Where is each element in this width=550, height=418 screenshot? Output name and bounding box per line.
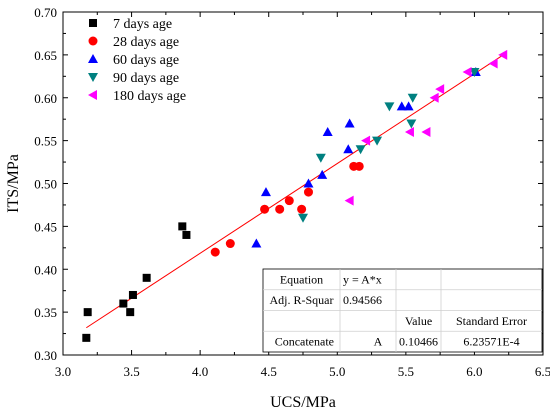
- y-tick-label: 0.40: [34, 262, 57, 277]
- data-point: [317, 169, 328, 179]
- data-point: [126, 308, 135, 317]
- legend-label: 60 days age: [113, 53, 179, 68]
- data-point: [429, 92, 439, 103]
- data-point: [404, 127, 414, 138]
- x-tick-label: 5.5: [398, 364, 414, 379]
- y-tick-label: 0.35: [34, 305, 57, 320]
- y-tick-label: 0.45: [34, 219, 57, 234]
- data-point: [354, 161, 364, 171]
- legend-label: 7 days age: [113, 17, 172, 32]
- data-point: [284, 196, 294, 206]
- legend-marker: [88, 73, 98, 82]
- legend-marker: [88, 90, 97, 100]
- data-point: [361, 135, 371, 146]
- legend: 7 days age 28 days age 60 days age 90 days …: [88, 17, 186, 104]
- fit-table-cell: A: [374, 335, 383, 349]
- y-tick-label: 0.30: [34, 348, 57, 363]
- fit-table-cell: 0.10466: [399, 335, 438, 349]
- data-point: [260, 187, 271, 197]
- data-point: [344, 118, 355, 128]
- data-point: [119, 299, 128, 308]
- data-point: [182, 230, 191, 239]
- data-point: [421, 127, 431, 138]
- data-point: [372, 136, 383, 146]
- data-point: [298, 213, 308, 223]
- data-point: [384, 102, 395, 112]
- data-point: [403, 101, 414, 111]
- fit-table-cell: y = A*x: [343, 272, 382, 286]
- fit-table-cell: 0.94566: [343, 293, 382, 307]
- data-point: [315, 153, 326, 163]
- data-point: [303, 187, 313, 197]
- data-point: [178, 222, 187, 231]
- data-point: [225, 239, 235, 249]
- y-axis-label: ITS/MPa: [5, 154, 22, 213]
- legend-marker: [88, 54, 98, 63]
- data-point: [275, 204, 285, 214]
- plot-frame: [62, 11, 544, 356]
- data-point: [297, 204, 307, 214]
- data-point: [355, 145, 366, 155]
- x-tick-label: 6.5: [535, 364, 550, 379]
- x-tick-label: 3.5: [123, 364, 139, 379]
- data-point: [303, 178, 314, 188]
- legend-label: 28 days age: [113, 35, 179, 50]
- data-point: [406, 119, 417, 129]
- data-points: [82, 49, 508, 342]
- data-point: [396, 101, 407, 111]
- data-point: [322, 127, 333, 137]
- y-tick-label: 0.65: [34, 48, 57, 63]
- data-point: [83, 308, 92, 317]
- fit-line: [86, 54, 504, 329]
- data-point: [343, 144, 354, 154]
- data-point: [344, 195, 354, 206]
- x-axis-label: UCS/MPa: [270, 394, 336, 411]
- fit-table: Equation y = A*x Adj. R-Squar 0.94566 Value S…: [262, 268, 543, 353]
- fit-table-cell: Concatenate: [275, 335, 334, 349]
- fit-table-cell: Standard Error: [456, 314, 527, 328]
- data-point: [435, 84, 445, 95]
- data-point: [407, 93, 418, 103]
- x-tick-label: 6.0: [466, 364, 482, 379]
- y-tick-label: 0.60: [34, 91, 57, 106]
- data-point: [462, 67, 472, 78]
- fit-table-cell: 6.23571E-4: [463, 335, 519, 349]
- data-point: [82, 333, 91, 342]
- data-point: [210, 247, 220, 257]
- y-tick-label: 0.70: [34, 5, 57, 20]
- x-tick-label: 5.0: [329, 364, 345, 379]
- data-point: [260, 204, 270, 214]
- legend-marker: [88, 36, 98, 46]
- legend-label: 90 days age: [113, 71, 179, 86]
- data-point: [128, 290, 137, 299]
- fit-table-cell: Adj. R-Squar: [270, 293, 334, 307]
- legend-marker: [89, 19, 97, 27]
- fit-line-group: [86, 54, 504, 329]
- y-tick-label: 0.50: [34, 177, 57, 192]
- data-point: [488, 58, 498, 69]
- legend-label: 180 days age: [113, 89, 186, 104]
- y-tick-label: 0.55: [34, 134, 57, 149]
- fit-table-cell: Equation: [280, 272, 323, 286]
- x-tick-label: 4.5: [261, 364, 277, 379]
- data-point: [251, 238, 262, 248]
- fit-table-cell: Value: [405, 314, 432, 328]
- data-point: [498, 49, 508, 60]
- data-point: [142, 273, 151, 282]
- data-point: [469, 68, 480, 78]
- x-tick-label: 3.0: [55, 364, 71, 379]
- axis-ticks: 3.0 3.5 4.0 4.5 5.0 5.5 6.0 6.5 0.30 0.35 0.40 0.45…: [34, 5, 550, 379]
- x-tick-label: 4.0: [192, 364, 208, 379]
